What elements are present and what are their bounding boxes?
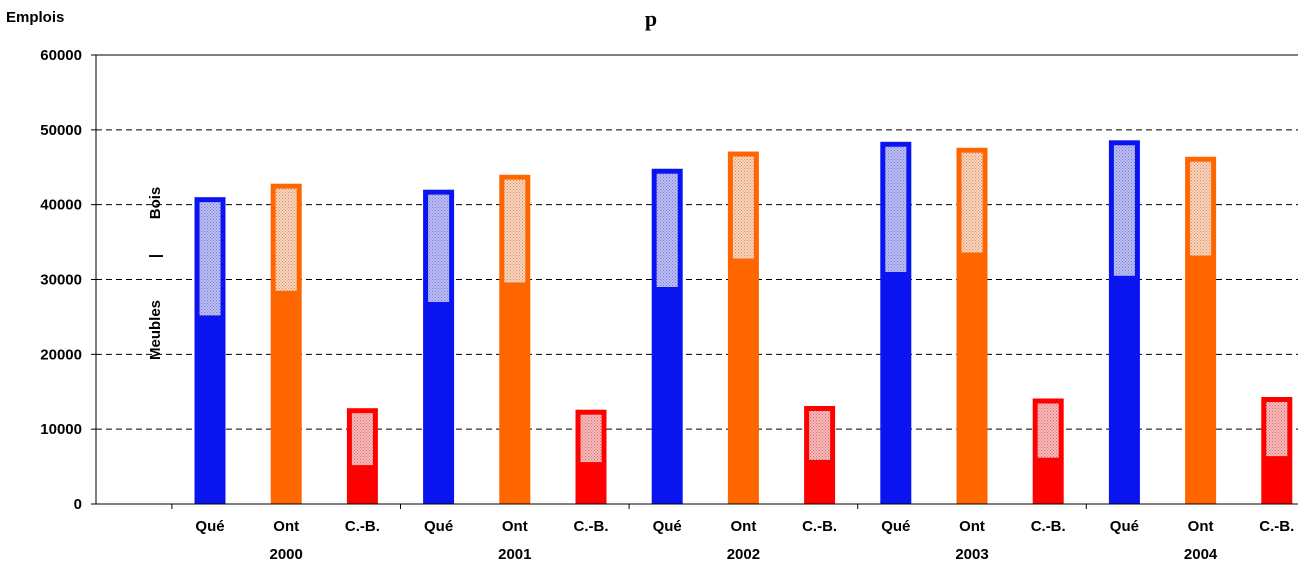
x-category-label: Qué bbox=[881, 518, 910, 535]
bar-bois-tint bbox=[275, 188, 297, 291]
bar-bois-tint bbox=[656, 173, 678, 287]
x-year-label: 2002 bbox=[727, 546, 760, 563]
x-category-label: Qué bbox=[1110, 518, 1139, 535]
inner-label-meubles: Meubles bbox=[147, 300, 164, 360]
y-tick-label: 50000 bbox=[40, 122, 82, 139]
bar-bois-segment bbox=[199, 202, 221, 316]
inner-label-bois: Bois bbox=[147, 187, 164, 220]
x-category-label: C.-B. bbox=[1031, 518, 1066, 535]
bar-bois-tint bbox=[732, 156, 754, 259]
x-category-label: C.-B. bbox=[574, 518, 609, 535]
chart-title: p bbox=[645, 6, 657, 31]
y-tick-label: 0 bbox=[74, 496, 82, 513]
bar-bois-tint bbox=[809, 410, 831, 460]
x-category-label: Ont bbox=[273, 518, 299, 535]
bar-bois-tint bbox=[1113, 145, 1135, 276]
bar-bois-segment bbox=[275, 188, 297, 291]
bar-bois-segment bbox=[1037, 403, 1059, 458]
bar-bois-segment bbox=[961, 152, 983, 253]
bar-bois-segment bbox=[351, 413, 373, 466]
x-year-label: 2003 bbox=[955, 546, 988, 563]
inner-label-separator: | bbox=[147, 254, 164, 258]
bar-bois-tint bbox=[1037, 403, 1059, 458]
x-year-label: 2001 bbox=[498, 546, 531, 563]
bar-bois-tint bbox=[580, 414, 602, 463]
bar-bois-segment bbox=[732, 156, 754, 259]
y-tick-label: 60000 bbox=[40, 47, 82, 64]
y-axis-label: Emplois bbox=[6, 9, 64, 26]
bar-bois-tint bbox=[1190, 161, 1212, 256]
y-tick-label: 30000 bbox=[40, 272, 82, 289]
bar-bois-segment bbox=[885, 146, 907, 273]
x-category-label: Qué bbox=[424, 518, 453, 535]
x-category-label: Ont bbox=[502, 518, 528, 535]
bar-bois-segment bbox=[809, 410, 831, 460]
x-year-label: 2004 bbox=[1184, 546, 1218, 563]
x-year-label: 2000 bbox=[270, 546, 303, 563]
bar-bois-tint bbox=[885, 146, 907, 273]
bar-bois-segment bbox=[1113, 145, 1135, 276]
bar-bois-segment bbox=[428, 194, 450, 302]
bar-bois-tint bbox=[1266, 401, 1288, 457]
y-tick-label: 40000 bbox=[40, 197, 82, 214]
y-tick-label: 10000 bbox=[40, 421, 82, 438]
bar-bois-tint bbox=[961, 152, 983, 253]
x-category-label: C.-B. bbox=[1259, 518, 1294, 535]
x-category-label: Ont bbox=[730, 518, 756, 535]
bar-bois-segment bbox=[504, 179, 526, 283]
bar-bois-tint bbox=[351, 413, 373, 466]
x-category-label: C.-B. bbox=[345, 518, 380, 535]
bar-bois-tint bbox=[504, 179, 526, 283]
bar-bois-segment bbox=[1190, 161, 1212, 256]
bar-bois-segment bbox=[656, 173, 678, 287]
y-tick-label: 20000 bbox=[40, 346, 82, 363]
x-category-label: Ont bbox=[1188, 518, 1214, 535]
bar-bois-tint bbox=[428, 194, 450, 302]
x-category-label: C.-B. bbox=[802, 518, 837, 535]
bar-bois-segment bbox=[580, 414, 602, 463]
bar-bois-tint bbox=[199, 202, 221, 316]
bar-bois-segment bbox=[1266, 401, 1288, 457]
x-category-label: Qué bbox=[653, 518, 682, 535]
x-category-label: Ont bbox=[959, 518, 985, 535]
x-category-label: Qué bbox=[195, 518, 224, 535]
